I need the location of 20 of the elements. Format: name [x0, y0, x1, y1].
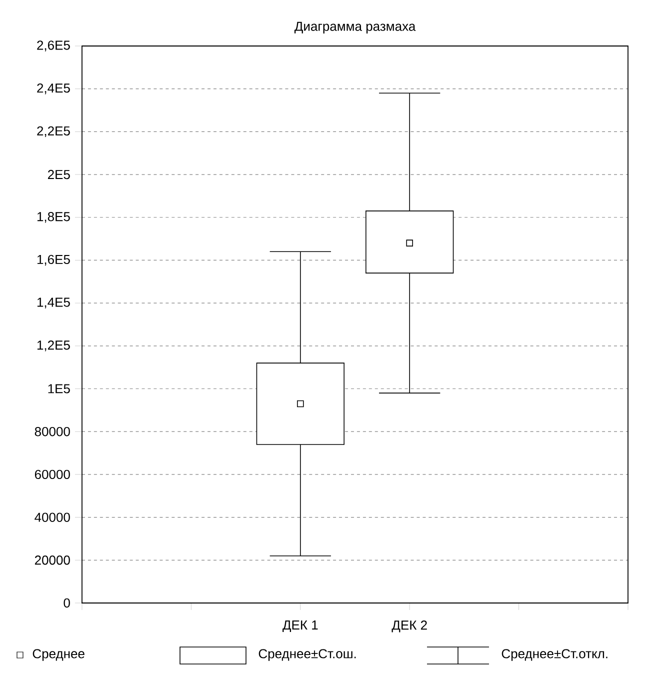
x-tick-label: ДЕК 2 — [392, 620, 427, 632]
y-tick-label: 40000 — [34, 512, 70, 522]
y-tick-label: 0 — [64, 598, 70, 608]
y-tick-label: 1,8E5 — [37, 212, 70, 223]
y-tick-label: 1E5 — [48, 384, 70, 394]
y-tick-label: 2,4E5 — [37, 83, 70, 94]
y-tick-label: 2,2E5 — [37, 126, 70, 138]
y-tick-label: 20000 — [34, 556, 70, 565]
y-tick-label: 1,2E5 — [37, 340, 70, 352]
y-tick-label: 60000 — [34, 470, 70, 480]
y-tick-label: 80000 — [34, 427, 70, 436]
text: Среднее±Ст.откл. — [502, 649, 608, 661]
y-tick-label: 1,6E5 — [37, 254, 70, 266]
chart-title: Диаграмма размаха — [294, 22, 416, 34]
text: Среднее±Ст.ош. — [258, 649, 356, 661]
y-tick-label: 2E5 — [48, 170, 70, 180]
text: Среднее — [32, 649, 84, 661]
y-tick-label: 2,6E5 — [37, 40, 70, 52]
y-tick-label: 1,4E5 — [37, 298, 70, 308]
x-tick-label: ДЕК 1 — [282, 620, 318, 632]
